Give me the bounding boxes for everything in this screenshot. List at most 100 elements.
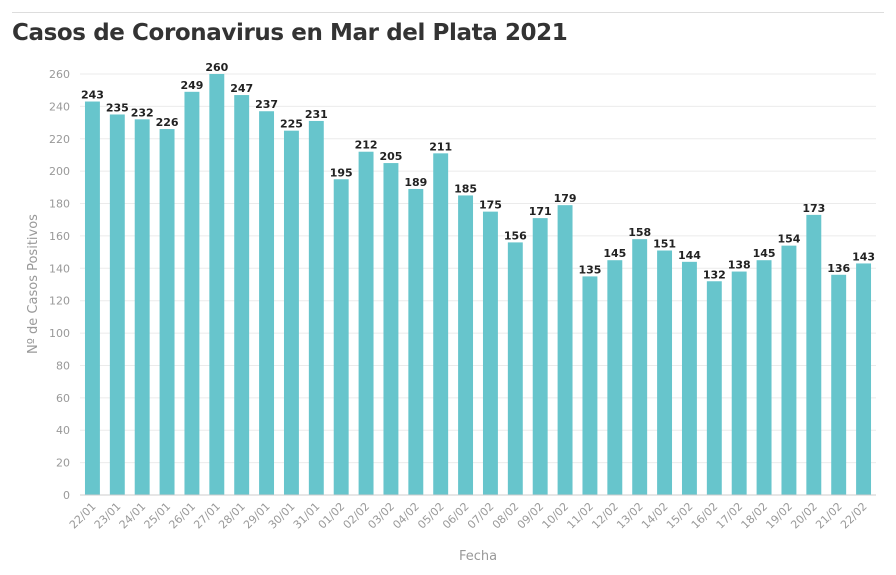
data-label: 237 [255, 98, 278, 111]
data-label: 144 [678, 249, 701, 262]
bar [582, 276, 598, 495]
bar [532, 218, 548, 495]
x-axis-ticks: 22/0123/0124/0125/0126/0127/0128/0129/01… [67, 500, 870, 532]
data-label: 243 [81, 89, 104, 102]
data-label: 151 [653, 237, 676, 250]
x-tick-label: 28/01 [216, 500, 248, 532]
x-tick-label: 17/02 [714, 500, 746, 532]
data-label: 231 [305, 108, 328, 121]
bar [756, 260, 772, 495]
y-tick-label: 180 [49, 198, 70, 211]
x-tick-label: 30/01 [266, 500, 298, 532]
x-tick-label: 20/02 [788, 500, 820, 532]
bar [856, 263, 872, 495]
data-label: 171 [529, 205, 552, 218]
data-label: 212 [355, 139, 378, 152]
y-tick-label: 240 [49, 100, 70, 113]
y-tick-label: 40 [56, 424, 70, 437]
top-divider [12, 12, 884, 13]
x-tick-label: 24/01 [117, 500, 149, 532]
data-label: 175 [479, 199, 502, 212]
bar [557, 205, 573, 495]
bar [632, 239, 648, 495]
bar [283, 130, 299, 495]
bar [831, 274, 847, 495]
x-tick-label: 01/02 [316, 500, 348, 532]
data-label: 138 [728, 259, 751, 272]
y-axis-ticks: 0 20 40 60 80 100 120 140 160 180 200 220 240 260 [49, 68, 70, 502]
x-tick-label: 27/01 [191, 500, 223, 532]
x-tick-label: 29/01 [241, 500, 273, 532]
data-label: 145 [603, 247, 626, 260]
x-tick-label: 02/02 [341, 500, 373, 532]
y-tick-label: 160 [49, 230, 70, 243]
bar [681, 261, 697, 495]
data-label: 211 [429, 140, 452, 153]
bar [706, 281, 722, 495]
bar [134, 119, 150, 495]
data-label: 247 [230, 82, 253, 95]
bar [209, 74, 225, 495]
x-tick-label: 11/02 [564, 500, 596, 532]
x-tick-label: 23/01 [92, 500, 124, 532]
data-label: 132 [703, 268, 726, 281]
data-label: 195 [330, 166, 353, 179]
data-label: 189 [404, 176, 427, 189]
x-tick-label: 21/02 [813, 500, 845, 532]
x-tick-label: 22/02 [838, 500, 870, 532]
y-tick-label: 200 [49, 165, 70, 178]
x-tick-label: 26/01 [166, 500, 198, 532]
bar [482, 211, 498, 495]
bar [433, 153, 449, 496]
data-label: 135 [578, 263, 601, 276]
x-tick-label: 10/02 [540, 500, 572, 532]
bars [84, 74, 872, 496]
data-label: 173 [802, 202, 825, 215]
y-tick-label: 140 [49, 262, 70, 275]
bar [109, 114, 125, 495]
x-tick-label: 05/02 [415, 500, 447, 532]
data-label: 158 [628, 226, 651, 239]
bar [358, 151, 374, 495]
bar [458, 195, 474, 495]
chart-title: Casos de Coronavirus en Mar del Plata 20… [12, 20, 568, 46]
x-tick-label: 22/01 [67, 500, 99, 532]
x-tick-label: 18/02 [739, 500, 771, 532]
bar [184, 91, 200, 496]
bar [657, 250, 673, 495]
x-tick-label: 19/02 [763, 500, 795, 532]
x-tick-label: 09/02 [515, 500, 547, 532]
x-tick-label: 03/02 [365, 500, 397, 532]
bar [607, 260, 623, 495]
bar [383, 163, 399, 496]
data-label: 136 [827, 262, 850, 275]
y-tick-label: 20 [56, 457, 70, 470]
y-tick-label: 80 [56, 359, 70, 372]
data-label: 225 [280, 118, 303, 131]
bar [333, 179, 349, 495]
y-tick-label: 220 [49, 133, 70, 146]
x-tick-label: 16/02 [689, 500, 721, 532]
data-label: 232 [131, 106, 154, 119]
bar [308, 120, 324, 495]
x-axis-label: Fecha [459, 549, 497, 564]
data-label: 260 [205, 61, 228, 74]
x-tick-label: 25/01 [142, 500, 174, 532]
data-label: 226 [156, 116, 179, 129]
data-label: 156 [504, 229, 527, 242]
bar [781, 245, 797, 495]
data-label: 235 [106, 101, 129, 114]
x-tick-label: 04/02 [390, 500, 422, 532]
x-tick-label: 07/02 [465, 500, 497, 532]
y-tick-label: 60 [56, 392, 70, 405]
x-tick-label: 12/02 [589, 500, 621, 532]
bar [84, 101, 100, 496]
x-tick-label: 31/01 [291, 500, 323, 532]
bar [408, 188, 424, 495]
x-tick-label: 06/02 [440, 500, 472, 532]
data-label: 154 [777, 233, 800, 246]
y-tick-label: 260 [49, 68, 70, 81]
bar [507, 242, 523, 495]
bar [234, 95, 250, 496]
